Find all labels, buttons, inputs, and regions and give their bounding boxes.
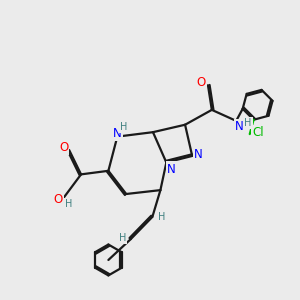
- Text: N: N: [194, 148, 203, 161]
- Text: O: O: [197, 76, 206, 89]
- Text: O: O: [59, 141, 68, 154]
- Text: O: O: [54, 194, 63, 206]
- Text: H: H: [120, 122, 128, 132]
- Text: H: H: [65, 199, 73, 209]
- Text: H: H: [119, 233, 126, 243]
- Text: N: N: [167, 163, 176, 176]
- Text: H: H: [158, 212, 166, 222]
- Text: N: N: [235, 120, 244, 133]
- Text: Cl: Cl: [252, 126, 264, 139]
- Text: H: H: [244, 118, 252, 128]
- Text: N: N: [113, 127, 122, 140]
